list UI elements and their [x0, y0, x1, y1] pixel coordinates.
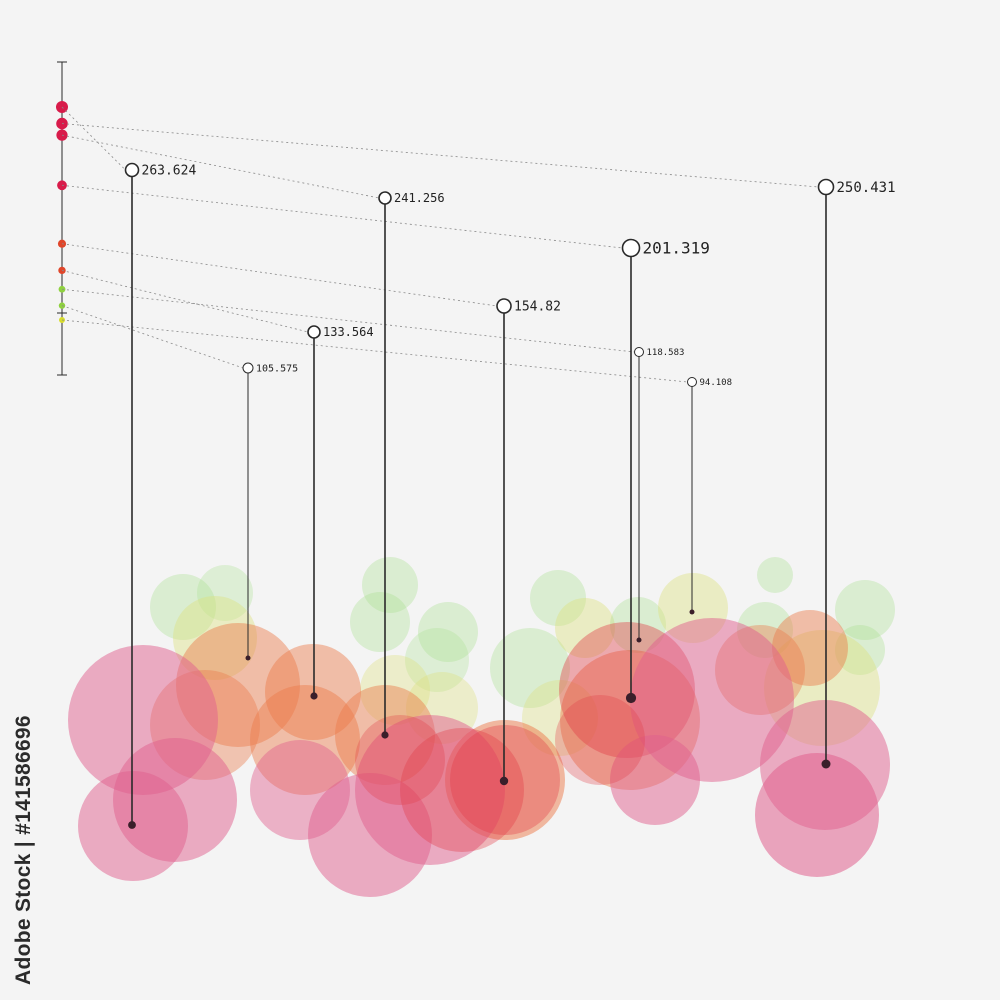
leader-line: [61, 319, 688, 383]
background-bubble: [250, 685, 360, 795]
background-bubble: [757, 557, 793, 593]
pin-value-label: 133.564: [323, 325, 374, 339]
background-bubble: [835, 625, 885, 675]
pin-head-marker: [687, 377, 697, 387]
pin-value-label: 201.319: [643, 239, 710, 258]
leader-line: [61, 123, 819, 188]
background-bubble: [350, 592, 410, 652]
background-bubble: [490, 628, 570, 708]
pin-value-label: 94.108: [700, 378, 733, 388]
pin-head-marker: [621, 238, 641, 258]
background-bubble: [355, 715, 505, 865]
pin-anchor-dot: [310, 692, 318, 700]
pin-anchor-dot: [689, 609, 695, 615]
pin-anchor-dot: [245, 655, 251, 661]
pin-head-marker: [124, 162, 140, 178]
pin-value-label: 105.575: [256, 364, 298, 375]
background-bubble: [630, 618, 794, 782]
pin-anchor-dot: [381, 731, 389, 739]
bubble-cluster: [68, 557, 895, 897]
background-bubble: [355, 715, 445, 805]
pin-anchor-dot: [128, 821, 136, 829]
leader-line: [61, 288, 635, 353]
leader-line: [61, 184, 623, 249]
leader-line: [61, 134, 380, 199]
stock-watermark: Adobe Stock | #141586696: [12, 715, 35, 985]
leader-line: [61, 106, 126, 171]
pin-head-marker: [817, 178, 835, 196]
background-bubble: [150, 574, 216, 640]
value-pins: 263.624 241.256 250.431 201.319 154.82 133.56…: [124, 162, 896, 829]
background-bubble: [265, 644, 361, 740]
background-bubble: [400, 728, 524, 852]
background-bubble: [555, 695, 645, 785]
background-bubble: [360, 655, 430, 725]
background-bubble: [610, 597, 666, 653]
pin-head-marker: [242, 362, 254, 374]
pin-head-marker: [496, 298, 512, 314]
leader-line: [61, 270, 309, 333]
pin-value-label: 263.624: [142, 164, 197, 179]
background-bubble: [755, 753, 879, 877]
background-bubble: [835, 580, 895, 640]
pin-anchor-dot: [636, 637, 642, 643]
background-bubble: [555, 598, 615, 658]
background-bubble: [197, 565, 253, 621]
background-bubble: [362, 557, 418, 613]
pin-value-label: 154.82: [514, 300, 561, 315]
pin-anchor-dot: [499, 776, 509, 786]
pin-value-label: 250.431: [837, 180, 896, 196]
leader-lines: [61, 106, 819, 383]
leader-line: [61, 305, 244, 369]
leader-line: [61, 243, 498, 307]
pin-anchor-dot: [821, 759, 831, 769]
pin-head-marker: [307, 325, 321, 339]
background-bubble: [418, 602, 478, 662]
pin-anchor-dot: [625, 692, 637, 704]
background-bubble: [530, 570, 586, 626]
pin-value-label: 118.583: [647, 348, 685, 358]
value-scale: [56, 61, 68, 376]
pin-head-marker: [634, 347, 644, 357]
background-bubble: [772, 610, 848, 686]
background-bubble: [173, 596, 257, 680]
pin-head-marker: [378, 191, 392, 205]
background-bubble: [405, 628, 469, 692]
pin-value-label: 241.256: [394, 191, 445, 205]
